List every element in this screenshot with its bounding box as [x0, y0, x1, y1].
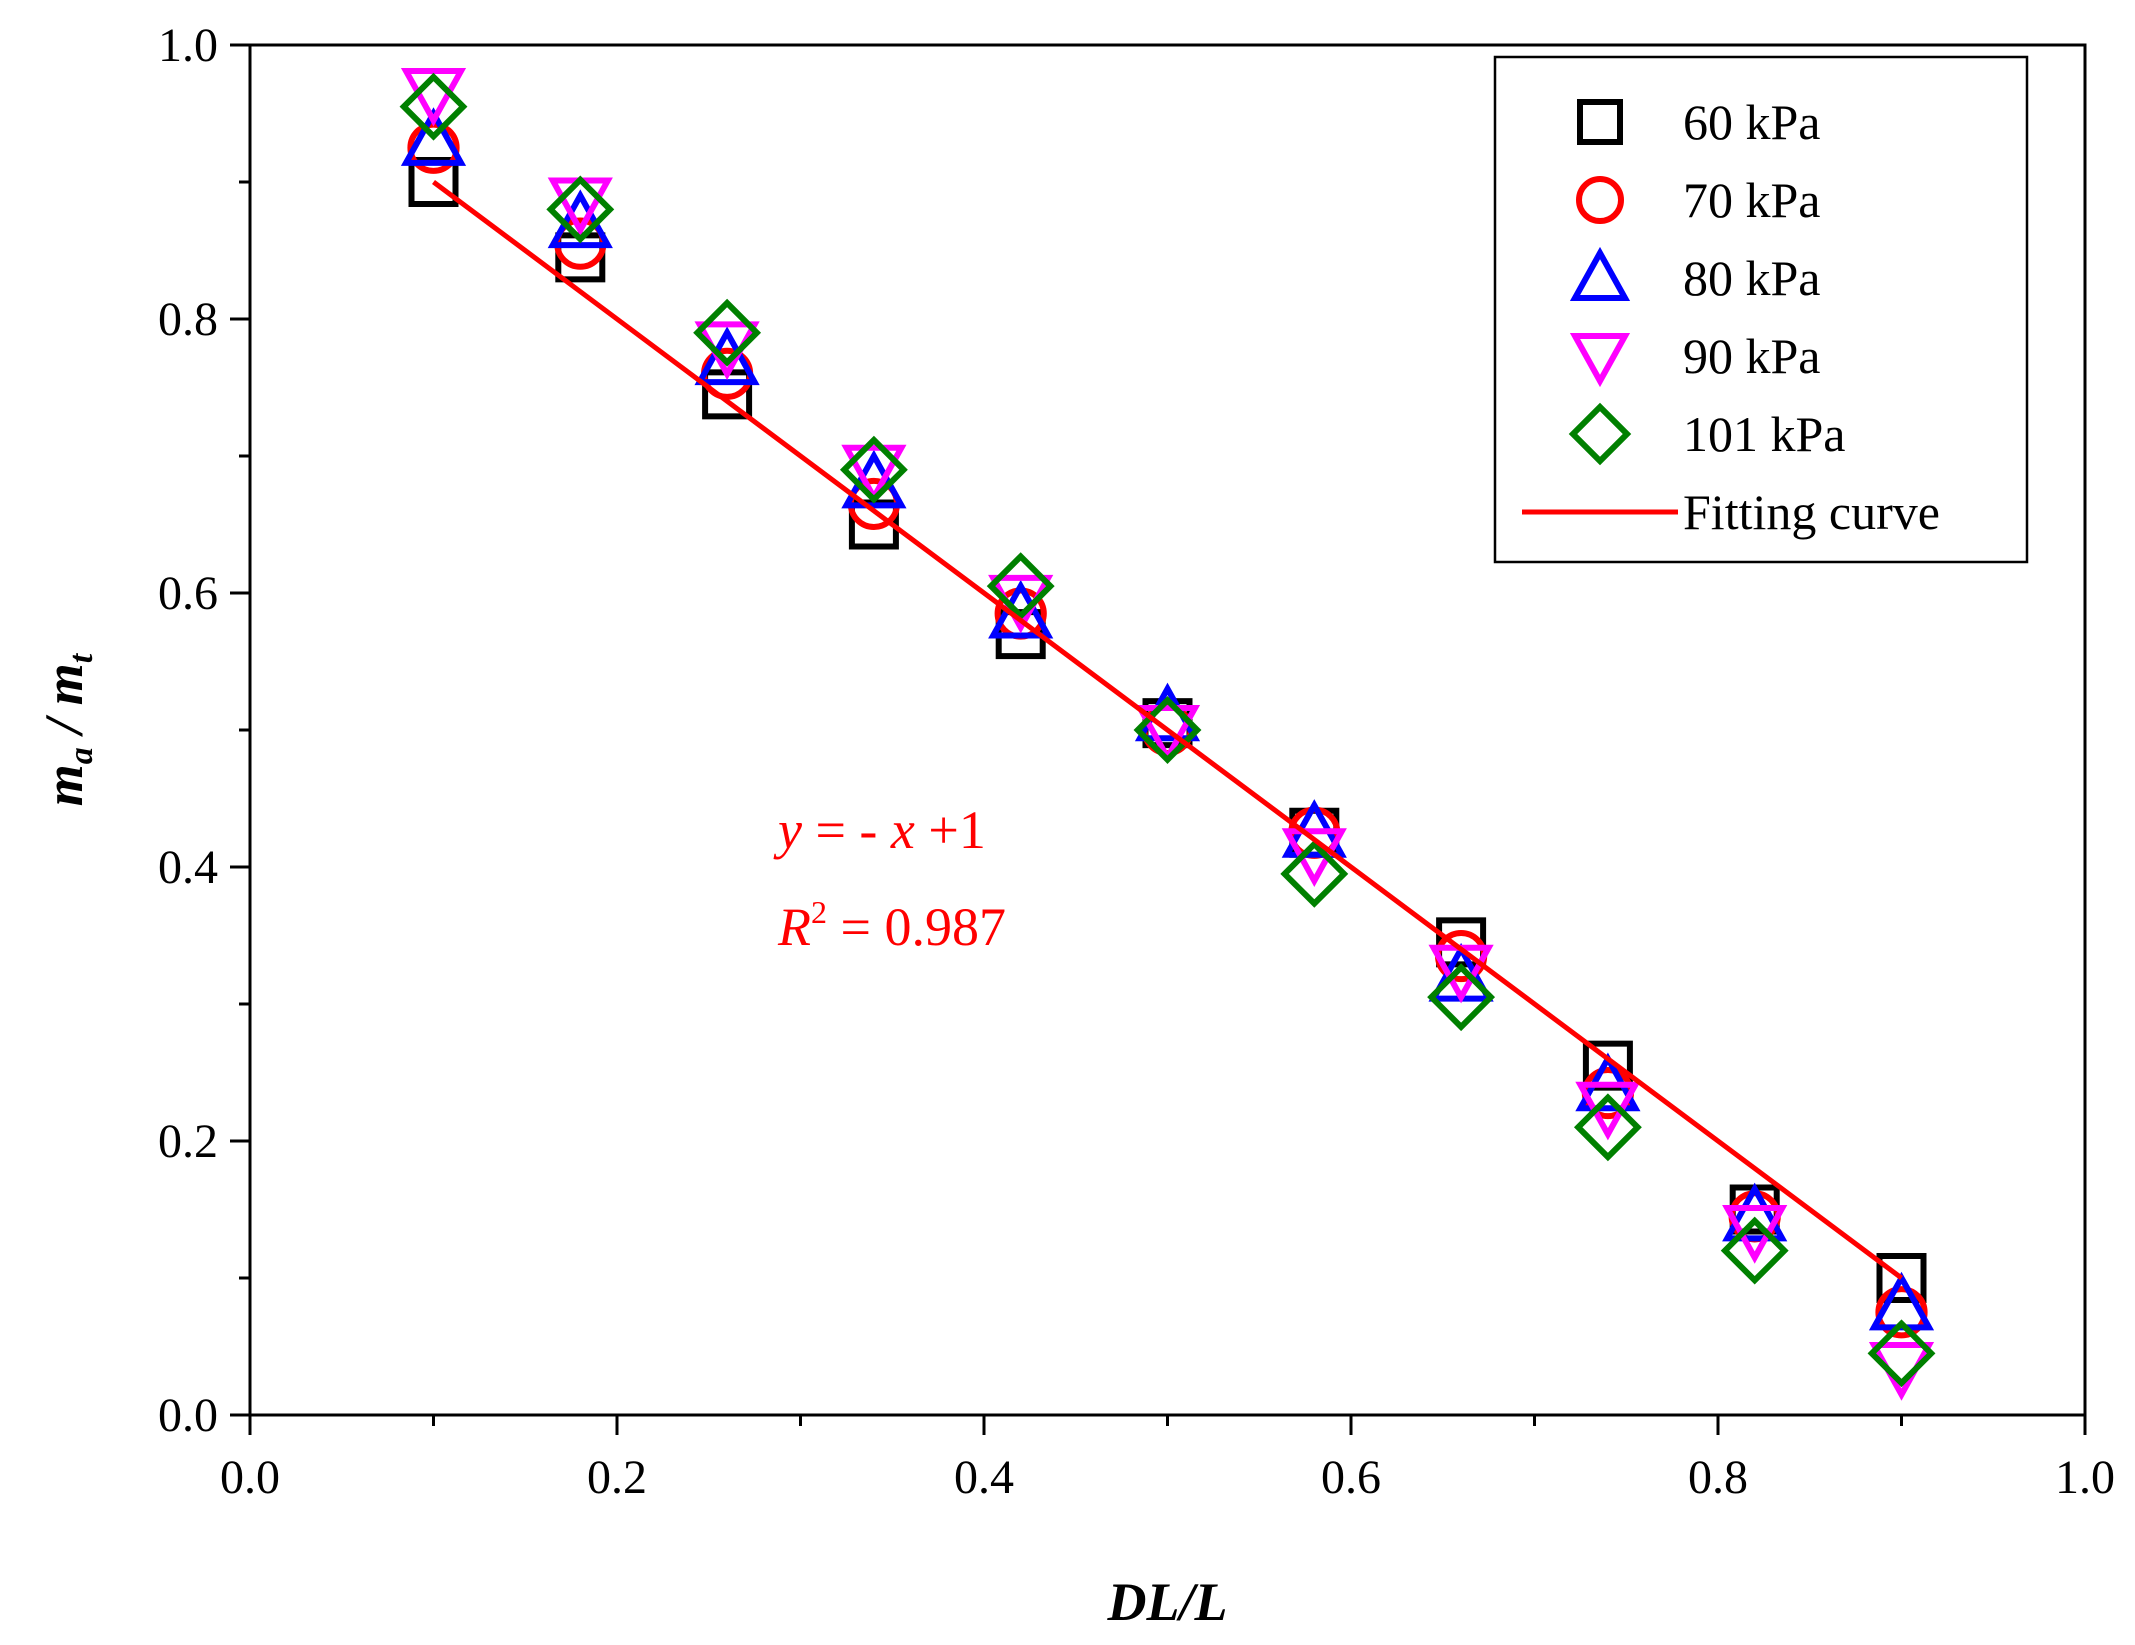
y-tick-label: 0.0: [158, 1389, 218, 1442]
legend-label-80-kpa: 80 kPa: [1683, 250, 1821, 306]
point-101-kpa: [1133, 696, 1202, 764]
point-60-kpa: [1876, 1253, 1927, 1303]
point-90-kpa: [1134, 705, 1201, 764]
point-80-kpa: [547, 189, 613, 249]
point-80-kpa: [841, 449, 907, 509]
x-axis-label: DL/L: [1107, 1572, 1228, 1632]
point-90-kpa: [400, 67, 467, 127]
equation-eq: = -: [802, 800, 891, 860]
y-tick-label: 0.8: [158, 293, 218, 346]
y-label-sep: /: [34, 705, 94, 747]
point-80-kpa: [400, 107, 467, 166]
point-101-kpa: [1867, 1319, 1936, 1388]
x-tick-label: 1.0: [2055, 1451, 2115, 1504]
equation-y: y: [773, 800, 802, 860]
legend-label-60-kpa: 60 kPa: [1683, 94, 1821, 150]
r2-r: R: [777, 897, 811, 957]
legend-label-fitting-curve: Fitting curve: [1683, 484, 1940, 540]
y-label-sub-t: t: [63, 652, 100, 663]
x-tick-label: 0.8: [1688, 1451, 1748, 1504]
x-tick-label: 0.0: [220, 1451, 280, 1504]
data-markers: [399, 67, 1936, 1401]
x-axis: 0.0 0.2 0.4 0.6 0.8 1.0: [220, 1415, 2115, 1504]
point-101-kpa: [693, 298, 762, 367]
point-101-kpa: [839, 435, 908, 504]
legend-marker-90-kpa: [1569, 333, 1631, 388]
point-101-kpa: [1280, 839, 1349, 908]
point-101-kpa: [546, 175, 615, 244]
point-101-kpa: [399, 72, 468, 141]
y-tick-label: 0.4: [158, 841, 218, 894]
y-axis: 0.0 0.2 0.4 0.6 0.8 1.0: [158, 19, 250, 1442]
point-101-kpa: [1573, 1093, 1642, 1162]
legend-label-70-kpa: 70 kPa: [1683, 172, 1821, 228]
y-tick-label: 0.6: [158, 567, 218, 620]
legend-marker-80-kpa: [1569, 246, 1631, 301]
x-tick-label: 0.6: [1321, 1451, 1381, 1504]
equation-x: x: [890, 800, 915, 860]
legend-label-101-kpa: 101 kPa: [1683, 406, 1846, 462]
point-101-kpa: [1720, 1216, 1789, 1285]
x-tick-label: 0.4: [954, 1451, 1014, 1504]
r2-sup: 2: [811, 894, 827, 930]
point-80-kpa: [694, 326, 760, 386]
legend-marker-70-kpa: [1576, 176, 1624, 224]
point-101-kpa: [986, 552, 1055, 621]
point-90-kpa: [841, 444, 907, 504]
y-tick-label: 0.2: [158, 1115, 218, 1168]
legend: 60 kPa 70 kPa 80 kPa 90 kPa 101 kPa Fitting c…: [1493, 55, 2029, 564]
y-label-m2: m: [34, 663, 94, 705]
y-label-m: m: [34, 764, 94, 806]
y-label-sub-a: a: [63, 747, 100, 764]
equation-rest: +1: [915, 800, 986, 860]
x-tick-label: 0.2: [587, 1451, 647, 1504]
equation-annotation: y = - x +1: [773, 800, 986, 860]
legend-marker-60-kpa: [1577, 99, 1623, 145]
point-101-kpa: [1427, 963, 1496, 1032]
legend-marker-101-kpa: [1568, 402, 1632, 466]
r-squared-annotation: R2 = 0.987: [777, 894, 1006, 957]
r2-rest: = 0.987: [827, 897, 1006, 957]
fitting-curve-line: [432, 179, 1903, 1281]
point-70-kpa: [1875, 1286, 1928, 1339]
y-tick-label: 1.0: [158, 19, 218, 72]
y-axis-label: ma / mt: [34, 652, 100, 806]
point-80-kpa: [1722, 1182, 1788, 1242]
legend-label-90-kpa: 90 kPa: [1683, 328, 1821, 384]
